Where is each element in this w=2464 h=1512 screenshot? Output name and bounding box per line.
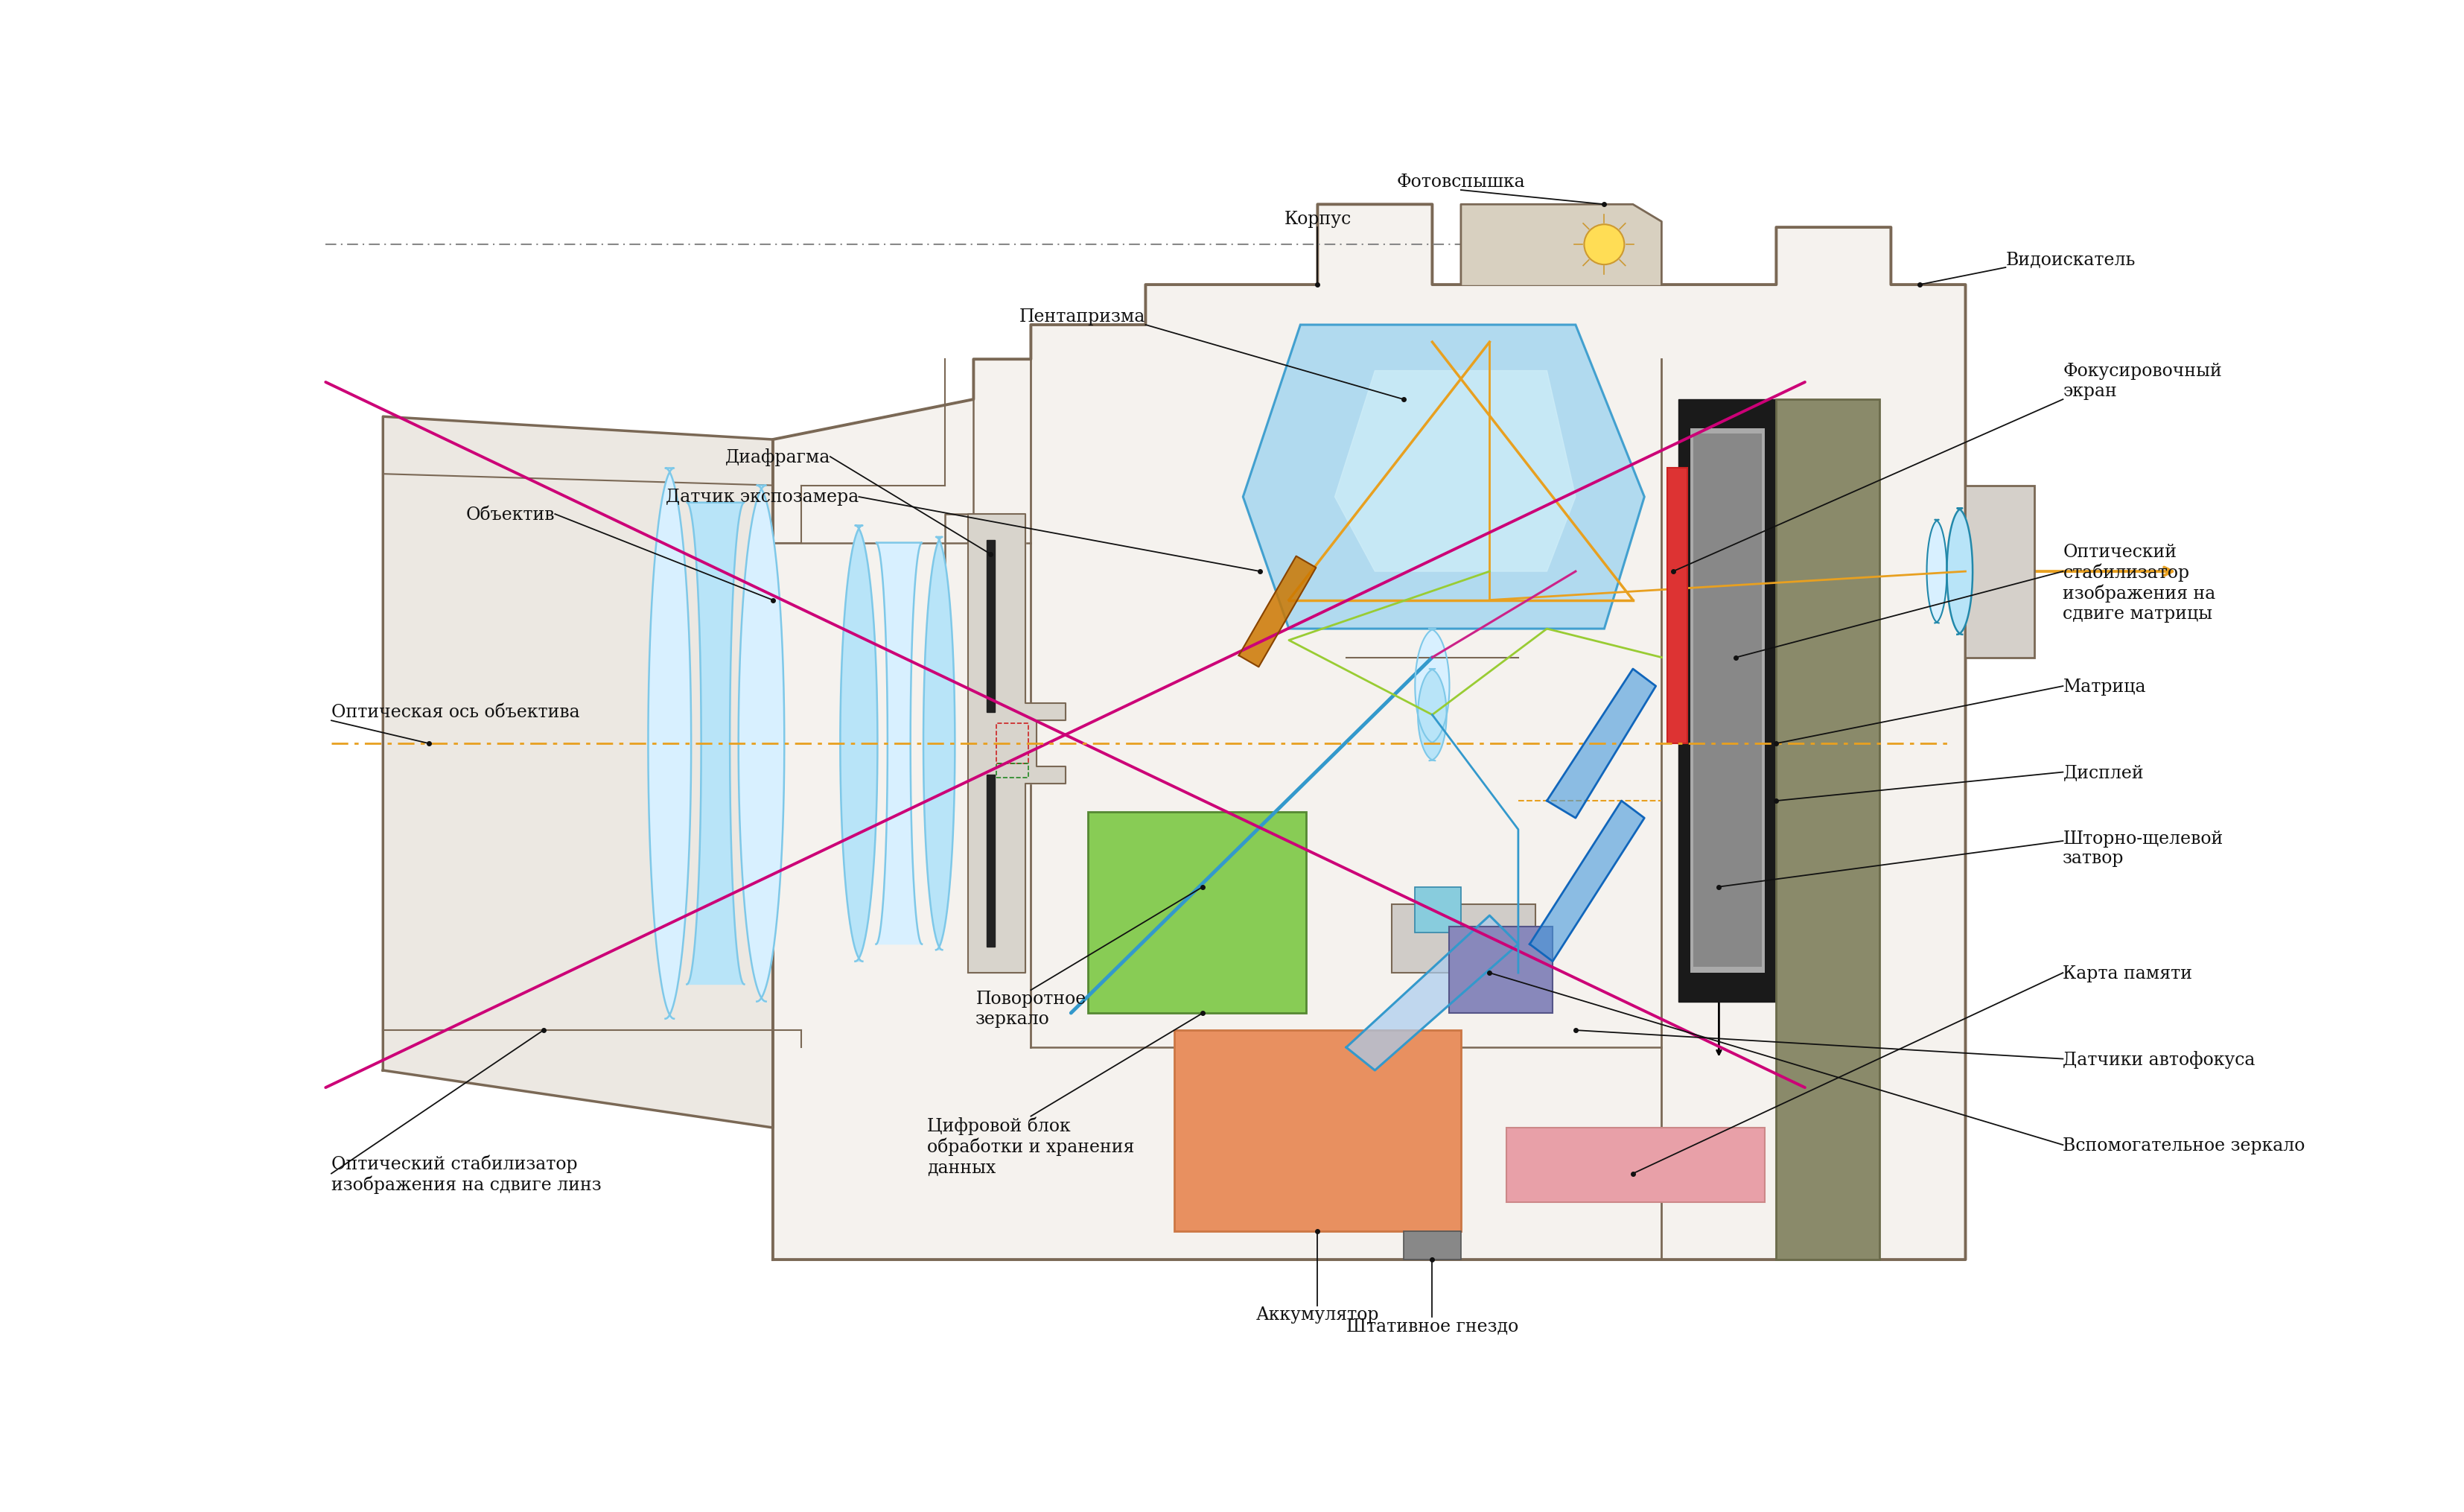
Circle shape: [1584, 225, 1624, 265]
Polygon shape: [1927, 520, 1947, 623]
Text: Оптический стабилизатор
изображения на сдвиге линз: Оптический стабилизатор изображения на с…: [330, 1154, 601, 1193]
Text: Карта памяти: Карта памяти: [2062, 965, 2193, 981]
Text: Объектив: Объектив: [466, 507, 554, 523]
Polygon shape: [1345, 916, 1518, 1070]
Polygon shape: [774, 206, 1966, 1259]
Text: Шторно-щелевой
затвор: Шторно-щелевой затвор: [2062, 830, 2223, 866]
Bar: [1449, 927, 1552, 1013]
Polygon shape: [739, 485, 784, 1002]
Polygon shape: [840, 526, 877, 962]
Text: Диафрагма: Диафрагма: [724, 448, 830, 466]
Bar: [1777, 399, 1880, 1259]
Polygon shape: [877, 543, 922, 945]
Bar: [1089, 812, 1306, 1013]
Polygon shape: [382, 417, 774, 1128]
Text: Датчики автофокуса: Датчики автофокуса: [2062, 1051, 2255, 1067]
Text: Оптический
стабилизатор
изображения на
сдвиге матрицы: Оптический стабилизатор изображения на с…: [2062, 543, 2215, 623]
Polygon shape: [1239, 556, 1316, 667]
Polygon shape: [1947, 508, 1974, 635]
Text: Датчик экспозамера: Датчик экспозамера: [665, 488, 860, 507]
Text: Корпус: Корпус: [1284, 210, 1350, 228]
Bar: [995, 764, 1027, 779]
Polygon shape: [1242, 325, 1643, 629]
Bar: [1668, 469, 1688, 744]
Bar: [1508, 1128, 1764, 1202]
Polygon shape: [1461, 206, 1661, 286]
Text: Фокусировочный
экран: Фокусировочный экран: [2062, 363, 2223, 399]
Polygon shape: [1414, 629, 1449, 744]
Text: Цифровой блок
обработки и хранения
данных: Цифровой блок обработки и хранения данны…: [926, 1116, 1133, 1175]
Bar: [1414, 888, 1461, 933]
Bar: [1693, 434, 1762, 968]
Polygon shape: [1547, 670, 1656, 818]
Polygon shape: [1530, 801, 1643, 962]
Text: Фотовспышка: Фотовспышка: [1397, 174, 1525, 191]
Polygon shape: [924, 537, 956, 950]
Text: Аккумулятор: Аккумулятор: [1257, 1305, 1380, 1323]
Polygon shape: [1417, 670, 1446, 761]
Bar: [986, 540, 995, 712]
Bar: [1392, 904, 1535, 974]
Text: Видоискатель: Видоискатель: [2006, 251, 2136, 268]
Bar: [1404, 1231, 1461, 1259]
Text: Матрица: Матрица: [2062, 677, 2146, 696]
Text: Штативное гнездо: Штативное гнездо: [1345, 1317, 1518, 1334]
Bar: [1690, 428, 1764, 974]
Text: Дисплей: Дисплей: [2062, 764, 2144, 782]
Text: Поворотное
зеркало: Поворотное зеркало: [976, 990, 1087, 1027]
Text: Оптическая ось объектива: Оптическая ось объектива: [330, 703, 579, 721]
Polygon shape: [648, 469, 690, 1019]
Text: Пентапризма: Пентапризма: [1020, 308, 1146, 325]
Polygon shape: [968, 514, 1064, 974]
Bar: [1175, 1030, 1461, 1231]
Polygon shape: [1335, 370, 1574, 572]
Polygon shape: [1678, 399, 1777, 1002]
Bar: [995, 724, 1027, 764]
Bar: [1966, 485, 2035, 658]
Text: Вспомогательное зеркало: Вспомогательное зеркало: [2062, 1137, 2306, 1154]
Bar: [986, 776, 995, 948]
Polygon shape: [687, 503, 744, 984]
